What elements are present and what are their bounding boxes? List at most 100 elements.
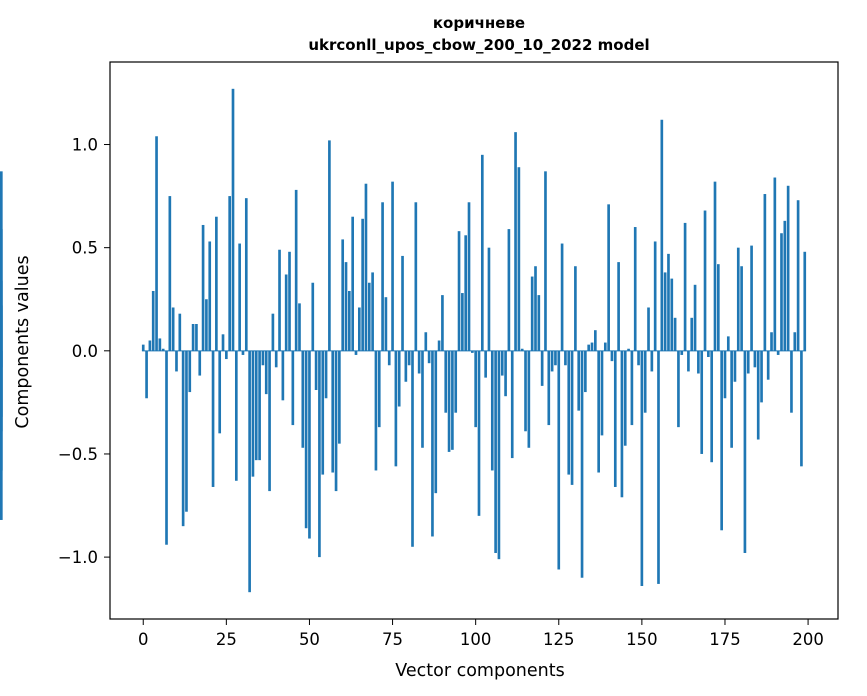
bar	[444, 350, 448, 413]
bar	[524, 350, 527, 432]
bar	[371, 272, 374, 351]
bar	[657, 350, 660, 584]
bar	[338, 350, 341, 444]
bar	[594, 330, 597, 351]
bar	[431, 350, 434, 537]
bar	[394, 350, 398, 467]
bar	[155, 136, 158, 351]
bar	[667, 253, 670, 351]
bar	[547, 350, 551, 426]
bar	[457, 231, 461, 351]
bar	[697, 350, 700, 374]
bar	[796, 200, 800, 351]
bar	[414, 202, 418, 351]
bar	[640, 350, 644, 586]
bar	[733, 350, 737, 382]
bar	[354, 350, 358, 355]
bar	[211, 350, 215, 487]
bar	[554, 350, 557, 366]
bar	[633, 227, 637, 351]
bar	[195, 324, 198, 351]
bar	[544, 171, 547, 351]
bar	[500, 350, 504, 376]
bar	[783, 220, 787, 351]
bar	[244, 198, 248, 351]
bar	[510, 350, 514, 459]
bar	[205, 299, 208, 351]
bar	[0, 350, 3, 368]
y-axis-label: Components values	[13, 255, 33, 428]
bar	[490, 350, 494, 471]
bar	[175, 350, 178, 372]
bar	[151, 290, 155, 351]
bar	[607, 204, 610, 351]
x-tick-label: 75	[382, 630, 403, 649]
bar	[637, 350, 640, 366]
bar	[530, 276, 534, 351]
bar	[304, 350, 308, 529]
bar	[421, 350, 424, 448]
bar	[487, 247, 491, 351]
bar	[364, 183, 368, 351]
bar-series	[0, 88, 807, 593]
bar	[165, 350, 168, 545]
bar	[790, 350, 793, 413]
bar	[264, 350, 268, 395]
bar	[318, 350, 321, 558]
bar	[397, 350, 401, 407]
bar	[773, 177, 777, 351]
bar	[191, 324, 195, 351]
y-tick-label: 0.0	[72, 342, 98, 361]
bar	[348, 290, 351, 351]
bar	[188, 350, 192, 393]
bar	[550, 350, 554, 372]
bar	[647, 307, 650, 351]
bar	[680, 350, 684, 355]
bar	[281, 350, 285, 401]
bar	[574, 266, 577, 351]
bar	[417, 350, 421, 374]
bar	[294, 189, 298, 351]
bar	[750, 245, 753, 351]
bar	[0, 350, 3, 471]
bar	[514, 132, 517, 351]
bar	[643, 350, 647, 413]
bar	[344, 262, 348, 351]
bar	[717, 264, 720, 351]
bar	[557, 350, 561, 570]
x-tick-label: 25	[216, 630, 237, 649]
bar	[534, 266, 537, 351]
bar	[776, 350, 780, 355]
bar	[740, 266, 743, 351]
bar	[710, 350, 714, 463]
bar	[361, 218, 364, 351]
bar	[381, 202, 384, 351]
bar	[520, 348, 524, 351]
bar	[221, 334, 225, 351]
bar	[763, 194, 767, 351]
bar	[145, 350, 148, 399]
bar	[424, 332, 428, 351]
bar	[564, 350, 567, 366]
bar	[427, 350, 431, 364]
bar	[471, 350, 474, 353]
bar	[630, 350, 634, 426]
bar	[141, 344, 145, 351]
bar	[540, 350, 544, 386]
bar	[148, 340, 152, 351]
bar	[271, 313, 275, 351]
x-tick-label: 150	[626, 630, 658, 649]
bar	[770, 332, 773, 351]
bar	[603, 342, 607, 351]
bar	[161, 348, 165, 351]
bar	[387, 350, 391, 366]
bar	[703, 210, 707, 351]
bar	[384, 297, 388, 351]
y-axis-ticks: −1.0 −0.5 0.0 0.5 1.0	[58, 136, 110, 567]
bar	[494, 350, 497, 553]
bar	[480, 154, 484, 351]
bar	[720, 350, 723, 531]
bar	[690, 317, 694, 351]
bar	[580, 350, 584, 578]
bar	[570, 350, 574, 485]
